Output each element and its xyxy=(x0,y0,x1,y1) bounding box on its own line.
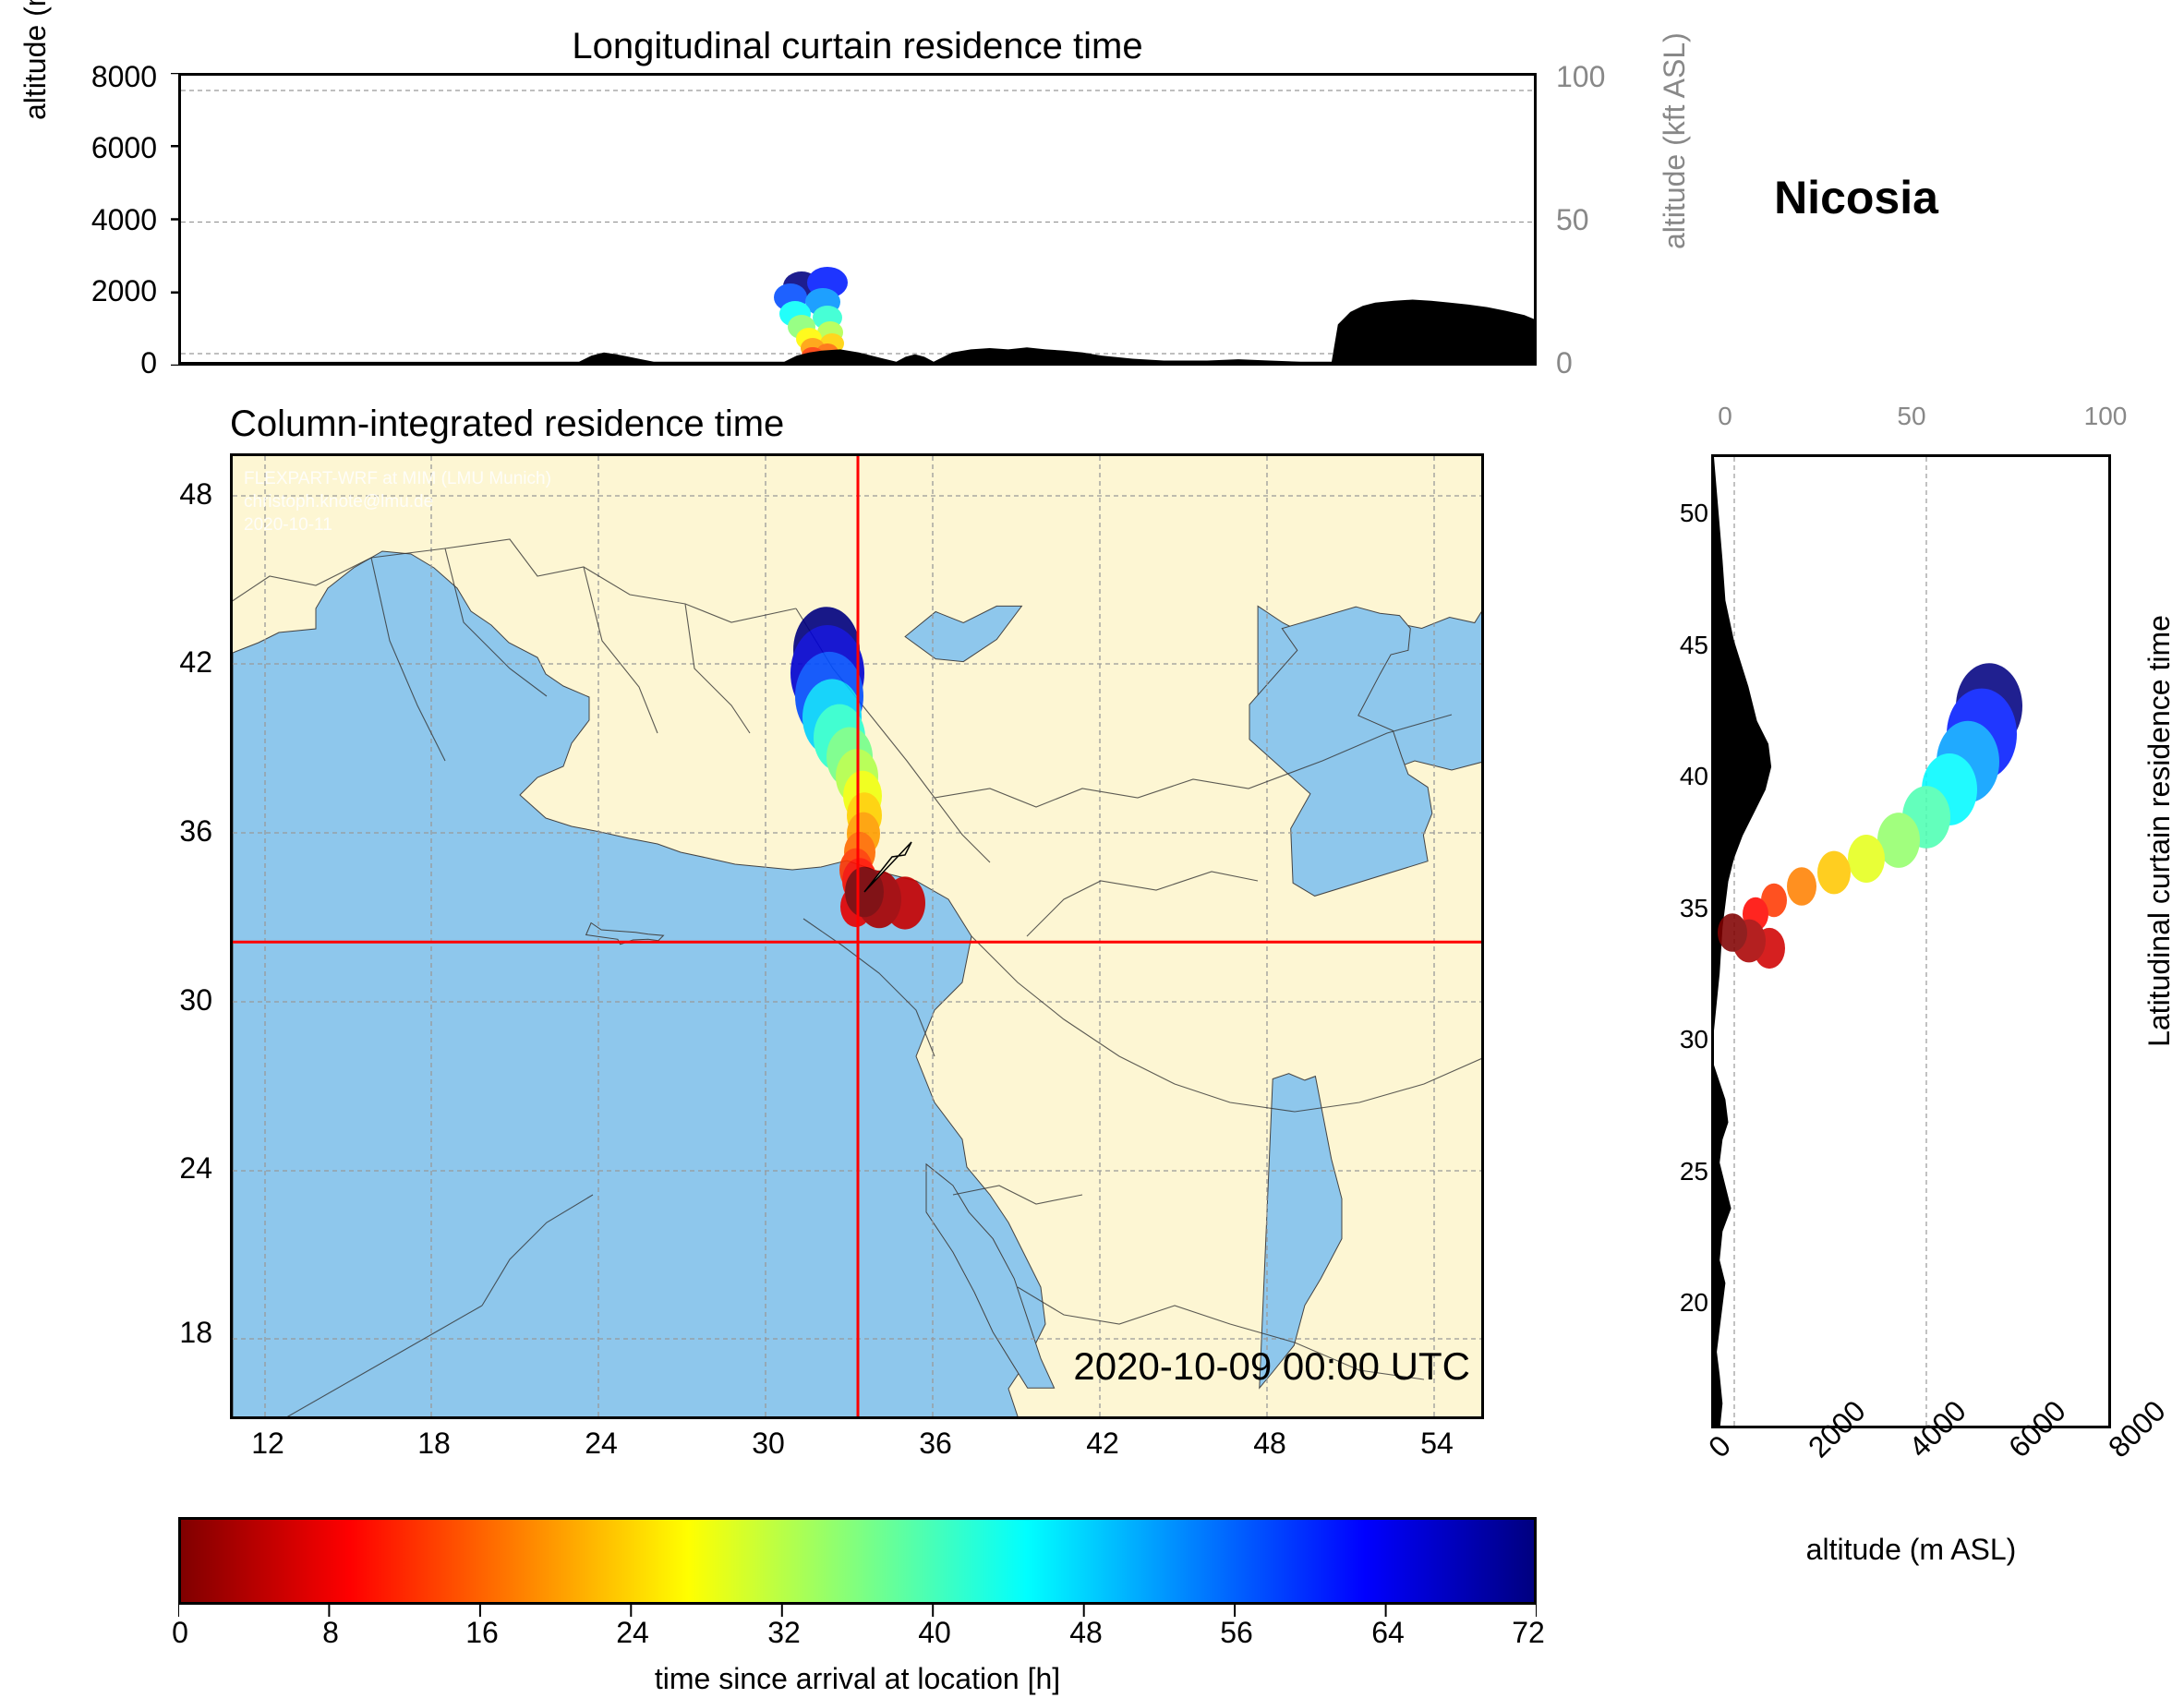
svg-text:christoph.knote@lmu.de: christoph.knote@lmu.de xyxy=(244,492,433,512)
svg-text:2020-10-11: 2020-10-11 xyxy=(244,515,332,535)
svg-text:2020-10-09 00:00 UTC: 2020-10-09 00:00 UTC xyxy=(1073,1344,1470,1388)
svg-text:FLEXPART-WRF at MIM (LMU Munic: FLEXPART-WRF at MIM (LMU Munich) xyxy=(244,469,551,488)
